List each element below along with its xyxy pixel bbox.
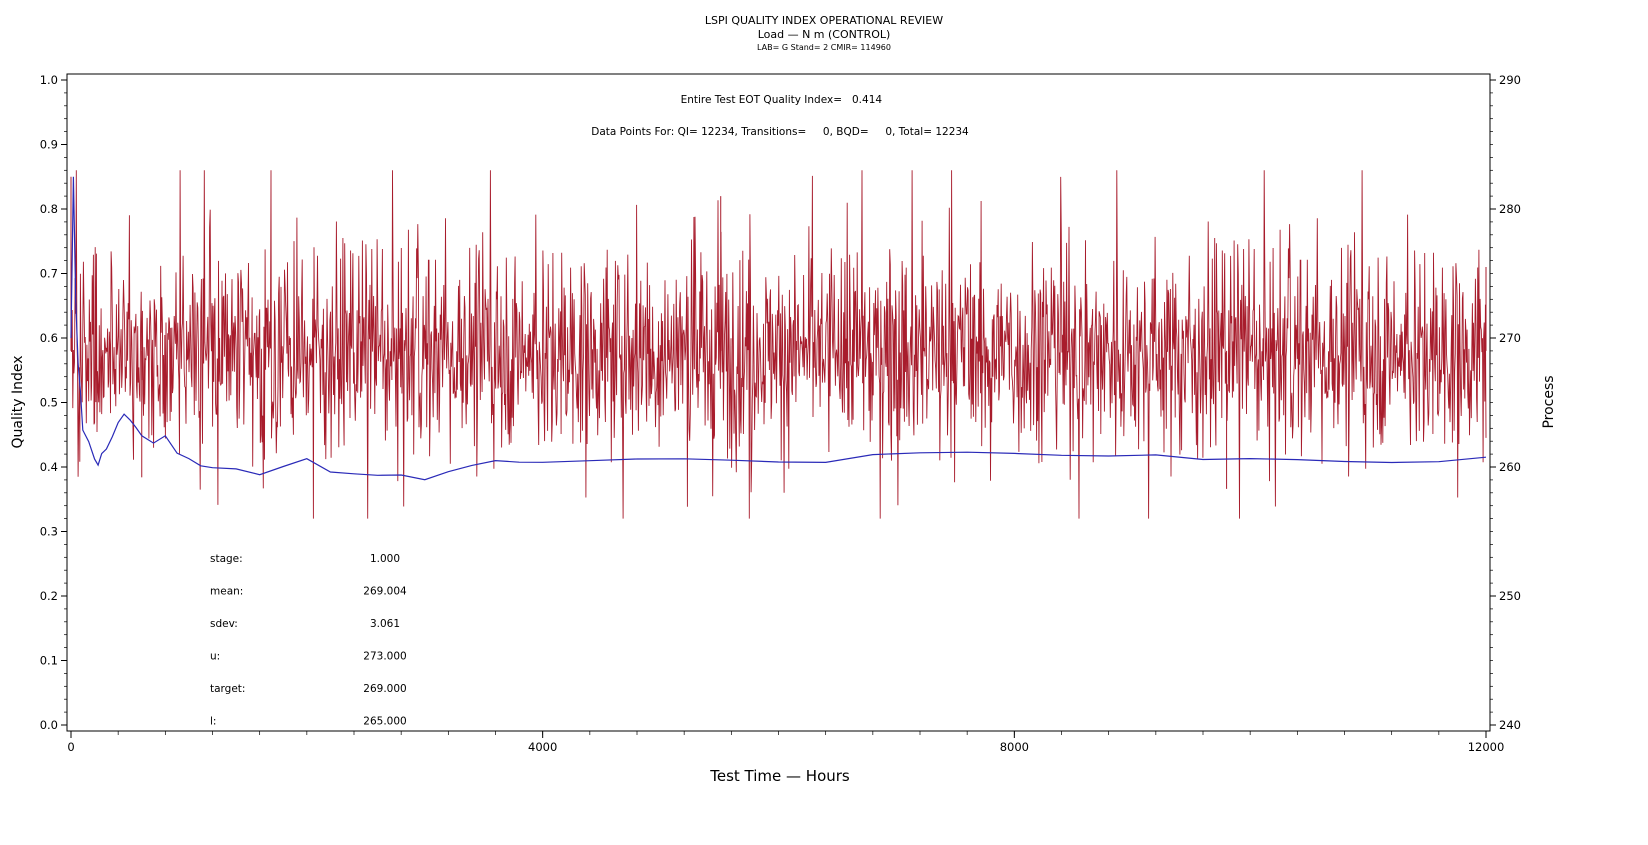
stat-label: target:	[210, 683, 245, 695]
y-tick-label: 0.2	[40, 589, 58, 603]
stat-value: 269.004	[363, 586, 407, 598]
chart-subtitle-small: LAB= G Stand= 2 CMIR= 114960	[757, 43, 891, 52]
quality-index-series	[70, 176, 1487, 481]
y-axis-label: Quality Index	[10, 355, 26, 448]
y2-tick-label: 290	[1499, 73, 1521, 87]
stat-label: u:	[210, 651, 220, 663]
stat-label: mean:	[210, 586, 243, 598]
stat-value: 269.000	[363, 683, 406, 695]
chart-title: LSPI QUALITY INDEX OPERATIONAL REVIEW	[704, 14, 944, 27]
process-series	[70, 170, 1487, 519]
stats-table: stage: 1.000 mean: 269.004 sdev: 3.061 u: 273.0…	[210, 553, 407, 728]
y2-tick-label: 250	[1499, 589, 1521, 603]
chart-subtitle: Load — N m (CONTROL)	[757, 28, 891, 41]
y2-tick-label: 270	[1499, 331, 1521, 345]
x-tick-label: 0	[67, 740, 74, 754]
y-tick-label: 0.3	[40, 525, 58, 539]
stat-value: 265.000	[363, 716, 406, 728]
y-tick-label: 0.9	[40, 138, 58, 152]
stat-value: 1.000	[370, 553, 400, 565]
x-tick-label: 8000	[1000, 740, 1029, 754]
x-tick-label: 4000	[528, 740, 557, 754]
eot-label: Entire Test EOT Quality Index=	[681, 94, 842, 106]
data-points-note: Data Points For: QI= 12234, Transitions=…	[591, 126, 969, 138]
y2-tick-label: 260	[1499, 460, 1521, 474]
y2-tick-label: 240	[1499, 718, 1521, 732]
y2-axis-label: Process	[1541, 375, 1557, 428]
y-tick-label: 0.8	[40, 202, 58, 216]
x-tick-label: 12000	[1468, 740, 1505, 754]
axes: 0.0 0.1 0.2 0.3 0.4 0.5 0.6 0.7 0.8 0.9 1.0 240 250 2…	[40, 73, 1521, 754]
stat-value: 273.000	[363, 651, 406, 663]
y-tick-label: 0.7	[40, 267, 58, 281]
quality-index-line	[70, 176, 1487, 481]
process-series-line	[70, 170, 1487, 519]
x-axis-label: Test Time — Hours	[709, 767, 850, 785]
eot-value: 0.414	[852, 94, 882, 106]
stat-label: sdev:	[210, 618, 238, 630]
stat-label: stage:	[210, 553, 243, 565]
y-tick-label: 0.4	[40, 460, 58, 474]
y-tick-label: 0.0	[40, 718, 58, 732]
y-tick-label: 0.6	[40, 331, 58, 345]
y-tick-label: 1.0	[40, 73, 58, 87]
stat-label: l:	[210, 716, 216, 728]
stat-value: 3.061	[370, 618, 400, 630]
y-tick-label: 0.5	[40, 396, 58, 410]
y-tick-label: 0.1	[40, 654, 58, 668]
y2-tick-label: 280	[1499, 202, 1521, 216]
